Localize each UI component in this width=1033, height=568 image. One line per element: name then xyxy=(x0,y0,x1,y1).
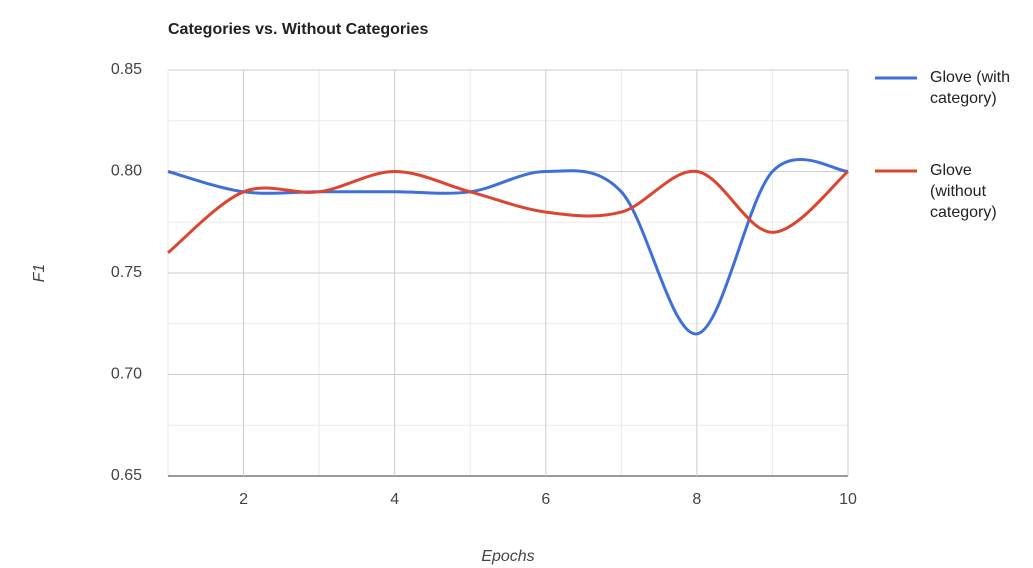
line-series xyxy=(167,169,849,254)
x-tick-label: 4 xyxy=(390,491,399,508)
y-tick-label: 0.65 xyxy=(111,467,142,484)
x-tick-label: 8 xyxy=(692,491,701,508)
y-tick-label: 0.80 xyxy=(111,163,142,180)
legend-label: Glove (with category) xyxy=(930,69,1011,107)
x-tick-label: 10 xyxy=(839,491,857,508)
y-tick-label: 0.75 xyxy=(111,264,142,281)
x-tick-label: 2 xyxy=(239,491,248,508)
legend-label: Glove (without category) xyxy=(930,162,997,221)
y-axis-label: F1 xyxy=(31,264,48,283)
y-tick-label: 0.70 xyxy=(111,366,142,383)
x-axis-label: Epochs xyxy=(481,548,534,565)
line-series xyxy=(167,158,849,336)
y-tick-label: 0.85 xyxy=(111,61,142,78)
chart-title: Categories vs. Without Categories xyxy=(168,21,428,38)
x-tick-label: 6 xyxy=(541,491,550,508)
